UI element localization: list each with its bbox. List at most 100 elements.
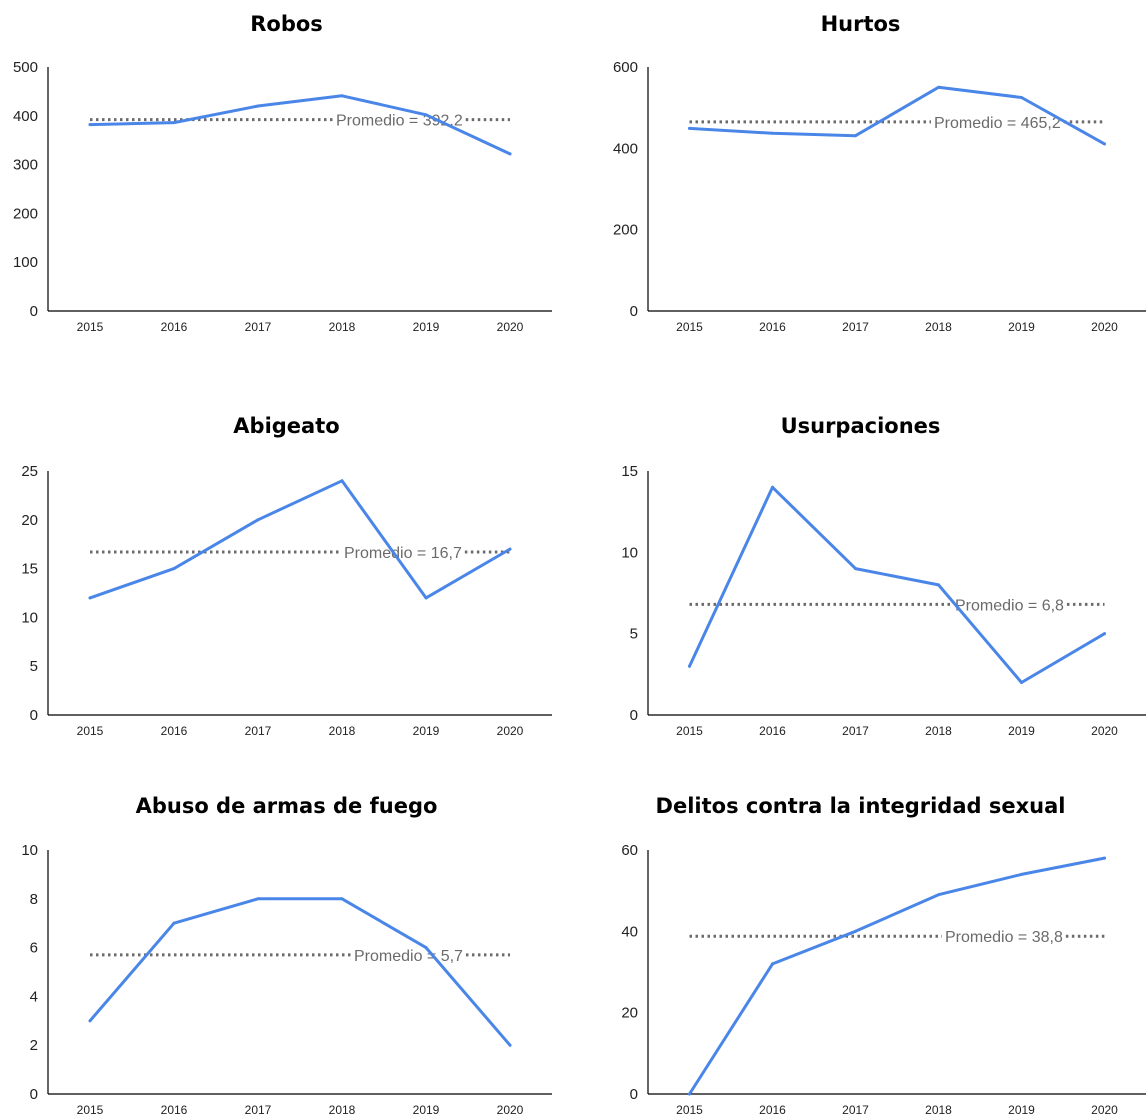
y-tick-label: 20	[621, 1005, 638, 1022]
y-tick-label: 200	[613, 222, 638, 239]
series-line	[88, 479, 512, 600]
y-tick-label: 0	[630, 1086, 638, 1103]
data-point	[771, 485, 774, 489]
data-point	[88, 596, 92, 600]
x-tick-label: 2019	[1008, 724, 1035, 738]
y-tick-label: 4	[30, 988, 38, 1005]
y-tick-label: 100	[13, 254, 38, 271]
chart-title: Abigeato	[233, 414, 340, 438]
data-point	[424, 596, 428, 600]
y-tick-label: 200	[13, 205, 38, 222]
x-tick-label: 2016	[161, 724, 188, 738]
data-point	[688, 664, 691, 668]
data-point	[508, 547, 512, 551]
y-tick-label: 15	[621, 463, 638, 480]
y-tick-label: 600	[613, 59, 638, 76]
x-tick-label: 2019	[413, 320, 440, 334]
y-tick-label: 2	[30, 1037, 38, 1054]
x-tick-label: 2020	[497, 1103, 524, 1116]
x-tick-label: 2016	[759, 320, 786, 334]
y-tick-label: 500	[13, 59, 38, 76]
x-tick-label: 2017	[842, 1103, 869, 1116]
x-tick-label: 2015	[77, 724, 104, 738]
y-tick-label: 400	[13, 108, 38, 125]
data-point	[854, 134, 857, 138]
x-tick-label: 2016	[161, 320, 188, 334]
x-tick-label: 2018	[925, 320, 952, 334]
data-point	[854, 929, 857, 933]
line-chart: 0 2 4 6 8 10 2015 2016 2017 2018 2019 2020 Promedio …	[21, 842, 552, 1116]
x-tick-label: 2015	[77, 1103, 104, 1116]
series-line	[688, 85, 1106, 146]
data-point	[256, 104, 260, 108]
y-tick-label: 0	[30, 707, 38, 724]
data-point	[688, 126, 691, 130]
x-tick-label: 2016	[759, 1103, 786, 1116]
data-point	[172, 921, 176, 925]
y-tick-label: 300	[13, 157, 38, 174]
data-point	[771, 962, 774, 966]
data-point	[340, 94, 344, 98]
x-tick-label: 2018	[925, 1103, 952, 1116]
chart-title: Usurpaciones	[780, 414, 941, 438]
chart-panel-integridad-sexual: Delitos contra la integridad sexual 0 20 4…	[574, 744, 1147, 1116]
y-tick-label: 10	[21, 842, 38, 859]
chart-panel-usurpaciones: Usurpaciones 0 5 10 15 2015 2016 2017 2018 2019 2…	[574, 372, 1147, 744]
y-tick-label: 15	[21, 561, 38, 578]
y-tick-label: 10	[21, 609, 38, 626]
y-tick-label: 6	[30, 940, 38, 957]
series-line	[88, 94, 512, 156]
line-chart: 0 5 10 15 20 25 2015 2016 2017 2018 2019 2020 Promed…	[21, 463, 552, 738]
series-line	[688, 485, 1106, 684]
x-tick-label: 2015	[676, 724, 703, 738]
chart-title: Abuso de armas de fuego	[135, 794, 438, 818]
average-label: Promedio = 16,7	[344, 545, 462, 562]
chart-panel-abuso-armas: Abuso de armas de fuego 0 2 4 6 8 10 2015 2016 2…	[0, 744, 573, 1116]
data-point	[854, 567, 857, 571]
data-point	[937, 583, 940, 587]
data-point	[1103, 142, 1106, 146]
series-line	[88, 897, 512, 1047]
series-line	[688, 856, 1106, 1096]
chart-title: Delitos contra la integridad sexual	[655, 794, 1066, 818]
y-tick-label: 0	[630, 303, 638, 320]
y-tick-label: 25	[21, 463, 38, 480]
line-chart: 0 200 400 600 2015 2016 2017 2018 2019 2020 Promed…	[613, 59, 1146, 334]
line-chart: 0 100 200 300 400 500 2015 2016 2017 2018 2019 2020…	[13, 59, 552, 334]
data-point	[256, 518, 260, 522]
x-tick-label: 2018	[329, 1103, 356, 1116]
x-tick-label: 2017	[842, 724, 869, 738]
average-label: Promedio = 392,2	[336, 113, 463, 130]
data-point	[508, 1043, 512, 1047]
data-point	[771, 131, 774, 135]
y-tick-label: 0	[30, 1086, 38, 1103]
x-tick-label: 2019	[1008, 320, 1035, 334]
data-point	[508, 152, 512, 156]
data-point	[340, 479, 344, 483]
average-label: Promedio = 38,8	[945, 929, 1063, 946]
chart-title: Robos	[250, 12, 323, 36]
data-point	[172, 121, 176, 125]
x-tick-label: 2017	[245, 724, 272, 738]
x-tick-label: 2020	[1091, 320, 1118, 334]
y-tick-label: 10	[621, 544, 638, 561]
x-tick-label: 2016	[161, 1103, 188, 1116]
x-tick-label: 2019	[413, 724, 440, 738]
data-point	[172, 567, 176, 571]
line-chart: 0 5 10 15 2015 2016 2017 2018 2019 2020 Promedio =…	[621, 463, 1146, 738]
x-tick-label: 2020	[497, 320, 524, 334]
data-point	[1103, 856, 1106, 860]
data-point	[1103, 632, 1106, 636]
average-label: Promedio = 5,7	[354, 948, 463, 965]
y-tick-label: 60	[621, 842, 638, 859]
data-point	[937, 85, 940, 89]
data-point	[688, 1092, 691, 1096]
x-tick-label: 2015	[676, 320, 703, 334]
x-tick-label: 2018	[329, 724, 356, 738]
x-tick-label: 2020	[497, 724, 524, 738]
y-tick-label: 20	[21, 512, 38, 529]
x-tick-label: 2018	[925, 724, 952, 738]
x-tick-label: 2018	[329, 320, 356, 334]
x-tick-label: 2016	[759, 724, 786, 738]
y-tick-label: 8	[30, 891, 38, 908]
